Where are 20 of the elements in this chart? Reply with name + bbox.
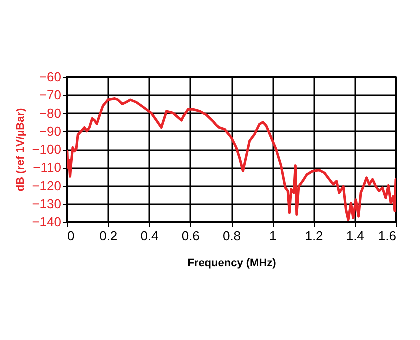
y-tick-label: −140 [32,214,62,230]
x-tick-label: 0.6 [182,228,200,244]
y-tick-label: −120 [32,178,62,194]
x-tick-label: 0 [68,228,75,244]
x-tick-label: 0.4 [140,228,159,244]
y-tick-label: −130 [32,196,62,212]
y-tick-label: −90 [39,124,62,139]
y-tick-label: −60 [39,70,62,84]
y-tick-label: −70 [39,88,62,103]
x-axis-title: Frequency (MHz) [188,258,277,270]
x-tick-label: 1.2 [305,228,324,244]
y-tick-label: −110 [33,160,62,176]
x-tick-label: 1.4 [346,228,364,244]
y-tick-label: −80 [39,106,62,121]
x-tick-label: 0.2 [100,228,118,244]
x-tick-label: 1.6 [378,228,396,244]
y-axis-title: dB (ref 1V/µBar) [15,108,28,192]
y-tick-label: −100 [32,142,62,157]
x-tick-label: 1 [270,228,277,244]
x-tick-label: 0.8 [222,228,242,244]
